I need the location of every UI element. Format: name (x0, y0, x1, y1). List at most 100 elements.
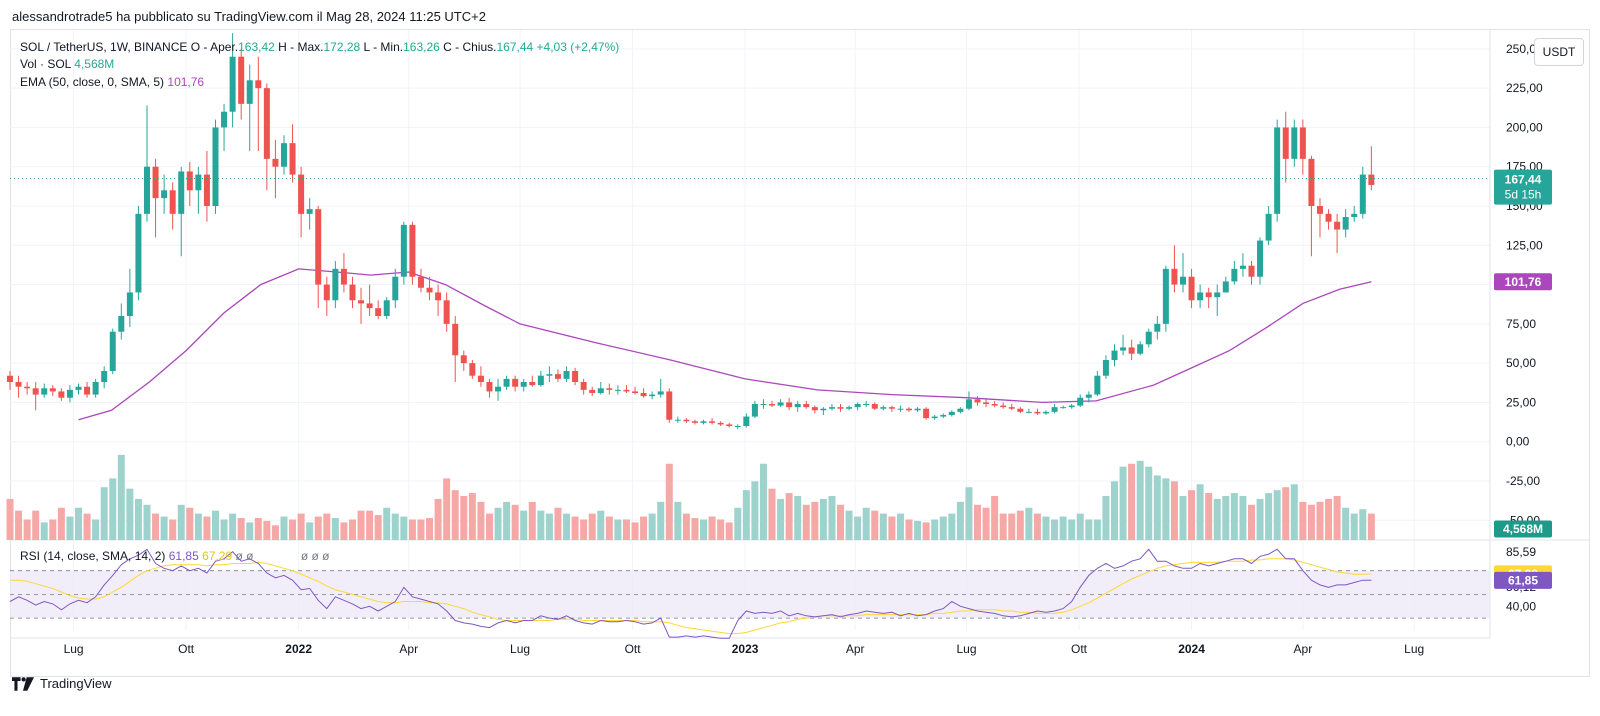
candle-body (1248, 265, 1255, 277)
candle-body (606, 388, 613, 390)
volume-bar (922, 522, 930, 540)
volume-bar (1239, 496, 1247, 540)
volume-bar (83, 513, 91, 540)
candle-body (1162, 268, 1169, 324)
currency-button[interactable]: USDT (1534, 38, 1584, 66)
volume-legend[interactable]: Vol · SOL 4,568M (20, 57, 114, 71)
volume-bar (871, 510, 879, 540)
candle-body (632, 391, 639, 393)
candle-body (563, 371, 570, 379)
rsi-ma-value: 67,29 (202, 549, 233, 563)
volume-bar (366, 510, 374, 540)
low-value: 163,26 (403, 40, 440, 54)
candle-body (1137, 344, 1144, 354)
volume-bar (434, 498, 442, 540)
candle-body (717, 422, 724, 425)
candle-body (734, 426, 741, 427)
candle-body (75, 386, 82, 390)
candle-body (238, 56, 245, 104)
candle-body (1291, 127, 1298, 159)
candle-body (178, 171, 185, 214)
volume-label: Vol · SOL (20, 57, 71, 71)
ema-badge: 101,76 (1505, 275, 1542, 289)
volume-bar (1350, 513, 1358, 540)
candle-body (914, 408, 921, 411)
volume-bar (717, 519, 725, 540)
volume-bar (126, 488, 134, 540)
volume-badge-bg (1494, 520, 1552, 538)
ema-line (78, 268, 1372, 421)
rsi-badge-bg (1494, 571, 1552, 589)
volume-bar (314, 516, 322, 540)
candle-body (1017, 408, 1024, 412)
price-tick-label: 50,00 (1506, 356, 1536, 370)
volume-bar (965, 487, 973, 540)
volume-bar (306, 522, 314, 540)
price-tick-label: 75,00 (1506, 317, 1536, 331)
volume-bar (331, 518, 339, 540)
volume-bar (383, 507, 391, 540)
volume-bar (1025, 507, 1033, 540)
volume-bar (134, 498, 142, 540)
volume-bar (657, 501, 665, 540)
volume-bar (914, 520, 922, 540)
time-tick-label: Lug (64, 642, 84, 656)
volume-bar (1051, 519, 1059, 540)
candle-body (477, 375, 484, 382)
candle-body (983, 402, 990, 404)
volume-bar (460, 496, 468, 540)
candle-body (888, 407, 895, 409)
volume-bar (503, 501, 511, 540)
candle-body (323, 284, 330, 301)
symbol-name[interactable]: SOL / TetherUS, 1W, BINANCE (20, 40, 188, 54)
candle-body (529, 382, 536, 386)
candle-body (991, 404, 998, 406)
candle-body (161, 190, 168, 199)
footer-brand[interactable]: TradingView (12, 676, 112, 691)
volume-bar (1136, 460, 1144, 540)
candle-body (1299, 127, 1306, 159)
candle-body (1308, 158, 1315, 206)
chart-frame (10, 29, 1590, 677)
candle-body (1085, 394, 1092, 398)
rsi-badge: 61,85 (1508, 573, 1538, 587)
candle-body (460, 355, 467, 364)
candle-body (640, 393, 647, 397)
volume-bar (768, 488, 776, 540)
candle-body (1342, 217, 1349, 230)
candle-body (1282, 127, 1289, 159)
volume-bar (734, 507, 742, 540)
candle-body (837, 407, 844, 409)
volume-bar (494, 507, 502, 540)
candle-body (751, 404, 758, 417)
candle-body (580, 382, 587, 390)
time-tick-label: Apr (399, 642, 418, 656)
volume-bar (32, 510, 40, 540)
volume-bar (528, 501, 536, 540)
volume-bar (571, 516, 579, 540)
volume-bar (759, 463, 767, 540)
candle-body (657, 391, 664, 395)
candle-body (109, 331, 116, 371)
volume-bar (100, 487, 108, 540)
volume-bar (340, 522, 348, 540)
candle-body (495, 386, 502, 392)
candle-body (152, 166, 159, 199)
last-price-badge: 167,44 (1505, 173, 1542, 187)
candle-body (786, 402, 793, 408)
ema-legend[interactable]: EMA (50, close, 0, SMA, 5) 101,76 (20, 75, 204, 89)
volume-bar (1282, 487, 1290, 540)
price-tick-label: -25,00 (1506, 474, 1540, 488)
volume-bar (888, 516, 896, 540)
candle-body (777, 402, 784, 406)
volume-bar (1316, 501, 1324, 540)
close-value: 167,44 (496, 40, 534, 54)
candle-body (1043, 411, 1049, 414)
volume-bar (905, 519, 913, 540)
candle-body (554, 374, 561, 379)
volume-bar (49, 519, 57, 540)
rsi-legend[interactable]: RSI (14, close, SMA, 14, 2) 61,85 67,29 … (20, 549, 330, 563)
candle-body (871, 404, 878, 409)
candle-body (298, 174, 305, 214)
